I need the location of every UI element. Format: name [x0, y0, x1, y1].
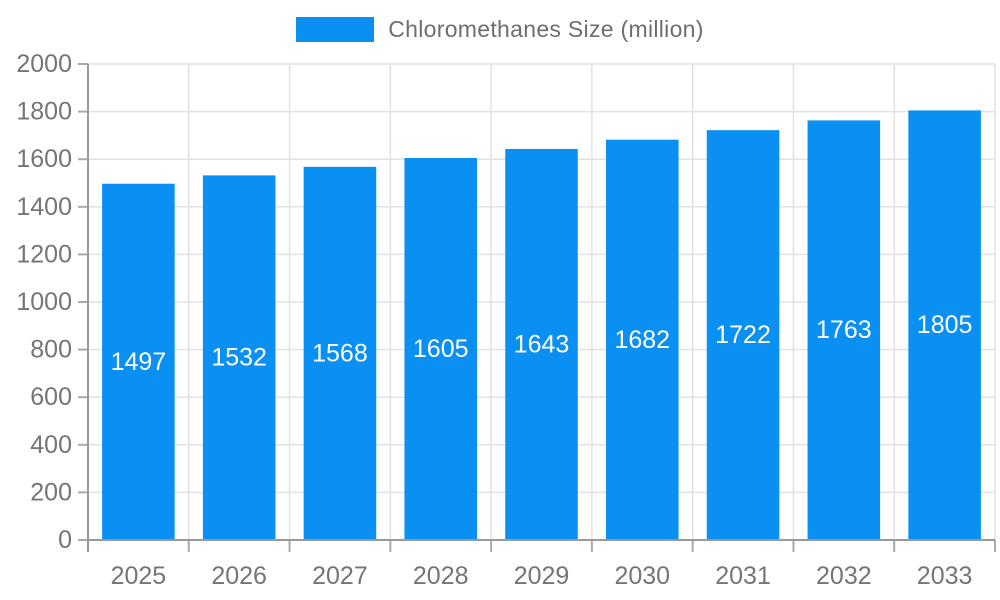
bar-value-label: 1682 [614, 326, 670, 354]
y-tick-label: 1400 [16, 193, 72, 221]
x-tick-label: 2027 [312, 562, 368, 590]
bar-value-label: 1568 [312, 339, 368, 367]
y-tick-label: 0 [58, 526, 72, 554]
x-tick-label: 2030 [614, 562, 670, 590]
x-tick-label: 2033 [917, 562, 973, 590]
x-tick-label: 2028 [413, 562, 469, 590]
y-tick-label: 1200 [16, 240, 72, 268]
x-tick-label: 2029 [514, 562, 570, 590]
y-tick-label: 1800 [16, 98, 72, 126]
bar-value-label: 1763 [816, 316, 872, 344]
bar-value-label: 1605 [413, 335, 469, 363]
bar-2028 [404, 158, 478, 540]
y-tick-label: 800 [30, 336, 72, 364]
legend-item[interactable]: Chloromethanes Size (million) [0, 16, 1000, 43]
bar-2030 [605, 139, 679, 540]
legend-swatch[interactable] [296, 17, 375, 42]
y-tick-label: 200 [30, 478, 72, 506]
bar-2026 [202, 175, 276, 540]
y-tick-label: 2000 [16, 50, 72, 78]
x-tick-label: 2026 [211, 562, 267, 590]
bar-2025 [102, 183, 175, 541]
bar-2032 [807, 120, 881, 540]
bar-2031 [706, 130, 780, 540]
y-tick-label: 1000 [16, 288, 72, 316]
x-tick-label: 2031 [715, 562, 771, 590]
bar-value-label: 1722 [715, 321, 771, 349]
y-tick-label: 1600 [16, 145, 72, 173]
bar-value-label: 1532 [211, 344, 267, 372]
legend-label[interactable]: Chloromethanes Size (million) [388, 16, 704, 42]
bar-value-label: 1805 [917, 311, 973, 339]
bar-value-label: 1643 [514, 330, 570, 358]
x-tick-label: 2025 [111, 562, 167, 590]
bar-2027 [303, 166, 377, 541]
bar-value-label: 1497 [111, 348, 167, 376]
bar-2029 [505, 148, 578, 540]
bar-2033 [908, 110, 981, 540]
x-tick-label: 2032 [816, 562, 872, 590]
y-tick-label: 400 [30, 431, 72, 459]
y-tick-label: 600 [30, 383, 72, 411]
